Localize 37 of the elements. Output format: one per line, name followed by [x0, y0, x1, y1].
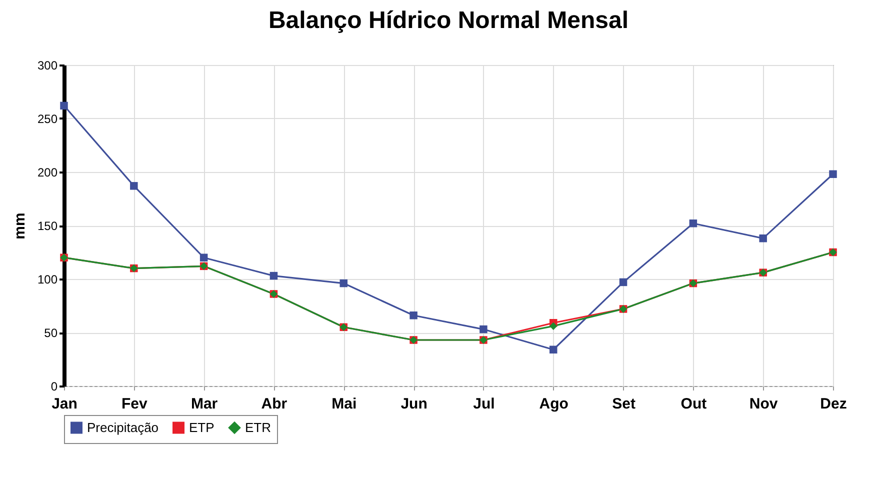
y-tick-label: 250	[37, 112, 58, 126]
x-tick-label: Jul	[473, 396, 495, 412]
point	[410, 312, 418, 320]
point	[480, 325, 488, 334]
point	[689, 219, 698, 228]
point	[130, 182, 138, 190]
point	[549, 346, 558, 354]
x-tick-label: Mai	[332, 396, 357, 412]
x-tick-label: Abr	[261, 396, 288, 412]
point	[619, 278, 628, 286]
legend-label: ETP	[189, 420, 214, 435]
y-tick-label: 50	[44, 326, 58, 340]
y-axis-title: mm	[11, 212, 28, 240]
x-tick-label: Ago	[539, 396, 568, 412]
x-tick-label: Mar	[190, 396, 218, 412]
y-tick-label: 300	[37, 58, 58, 72]
y-tick-label: 150	[37, 219, 58, 233]
x-tick-label: Fev	[121, 396, 148, 412]
x-tick-label: Jun	[400, 396, 428, 412]
x-tick-label: Nov	[749, 396, 778, 412]
x-tick-label: Set	[612, 396, 636, 412]
y-tick-label: 200	[37, 166, 58, 180]
point	[270, 272, 278, 280]
y-tick-label: 100	[37, 272, 58, 286]
x-tick-label: Dez	[820, 396, 847, 412]
point	[200, 254, 208, 262]
point	[340, 279, 348, 288]
x-tick-label: Jan	[52, 396, 78, 412]
point	[759, 234, 767, 242]
chart-title: Balanço Hídrico Normal Mensal	[268, 7, 629, 34]
point	[60, 102, 68, 110]
x-tick-label: Out	[680, 396, 707, 412]
legend-label: Precipitação	[87, 420, 159, 435]
y-tick-label: 0	[50, 380, 58, 394]
point	[829, 170, 837, 178]
legend-label: ETR	[245, 420, 271, 435]
point	[549, 322, 558, 330]
